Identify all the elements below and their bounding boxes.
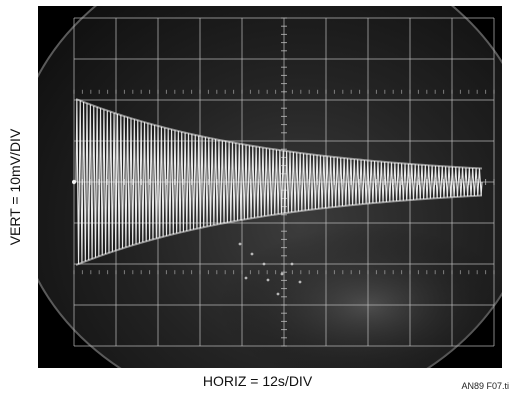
screen-artifact-dot: [244, 276, 248, 280]
trace-start-dot: [72, 180, 76, 184]
screen-artifact-dot: [290, 262, 294, 266]
figure-id: AN89 F07.ti: [461, 381, 509, 391]
screen-artifact-dot: [266, 278, 270, 282]
screen-artifact-dot: [238, 242, 242, 246]
oscilloscope-screen: [38, 6, 502, 368]
trace-waveform: [75, 99, 483, 264]
screen-artifact-dot: [250, 252, 254, 256]
screen-artifact-dot: [280, 272, 284, 276]
screen-artifact-dot: [298, 280, 302, 284]
oscilloscope-photo: [38, 6, 502, 368]
horizontal-scale-label: HORIZ = 12s/DIV: [202, 373, 313, 389]
vertical-scale-label: VERT = 10mV/DIV: [7, 128, 23, 246]
screen-artifact-dot: [276, 292, 280, 296]
screen-artifact-dot: [262, 262, 266, 266]
trace-envelope-lower: [75, 194, 483, 266]
trace-envelope-upper: [75, 98, 483, 170]
decaying-oscillation-trace: [75, 98, 483, 296]
